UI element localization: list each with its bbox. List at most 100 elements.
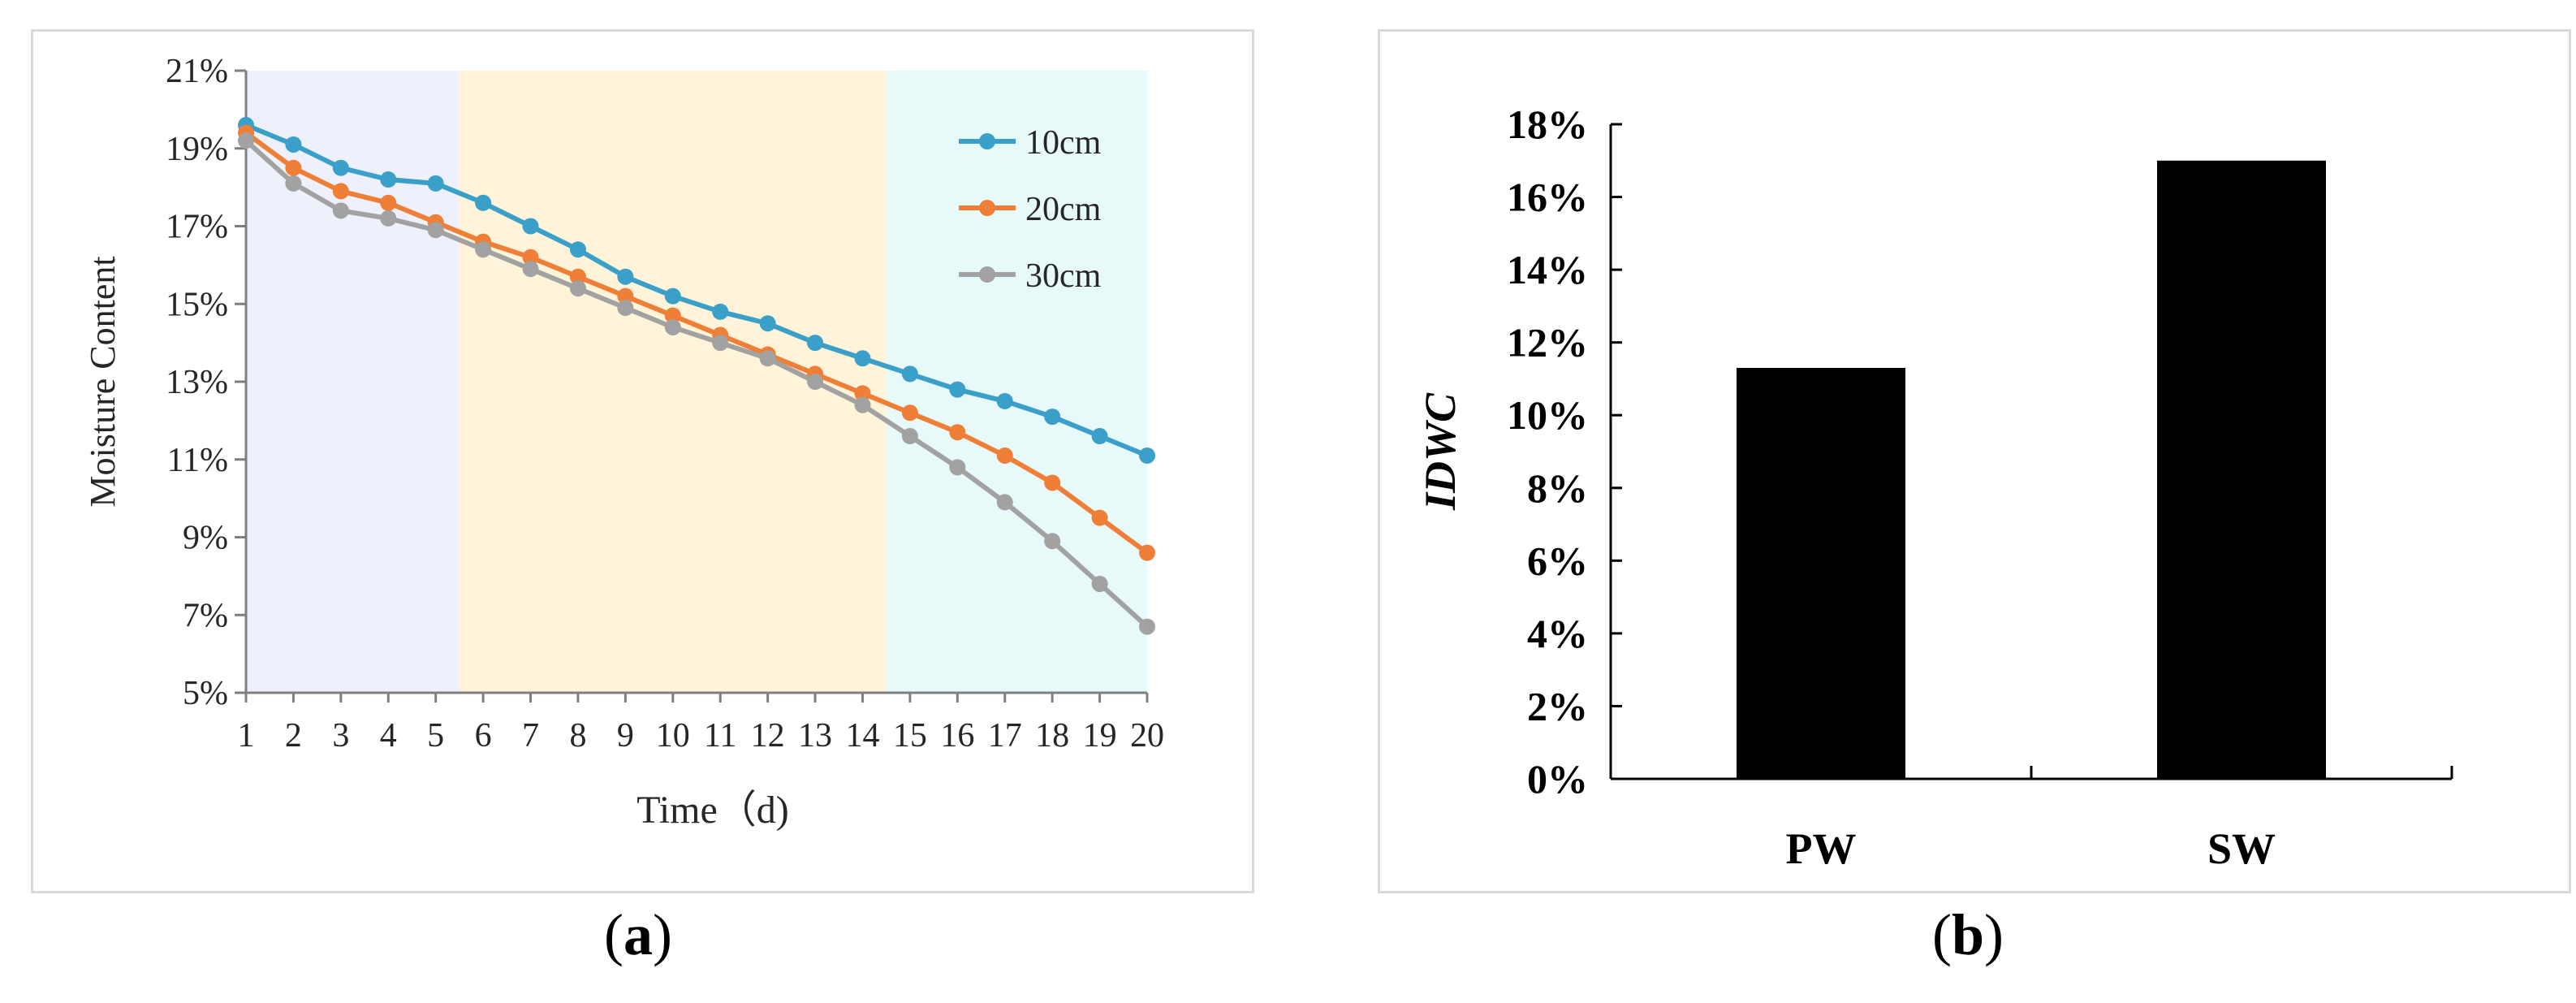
x-tick-label: 14 (845, 717, 879, 754)
y-tick-label: 0% (1527, 756, 1588, 802)
x-tick-label: 12 (751, 717, 785, 754)
y-tick-label: 5% (183, 675, 228, 712)
x-tick-label: 16 (940, 717, 974, 754)
data-point-20cm (854, 385, 871, 402)
background-band-1 (246, 71, 460, 693)
y-tick-label: 19% (166, 131, 228, 168)
data-point-20cm (285, 159, 302, 176)
data-point-10cm (569, 241, 586, 258)
y-tick-label: 14% (1507, 247, 1588, 292)
data-point-30cm (617, 300, 634, 317)
y-tick-label: 21% (166, 53, 228, 90)
y-tick-label: 11% (167, 442, 228, 479)
series-line-20cm (244, 131, 1149, 556)
data-point-30cm (949, 459, 966, 476)
data-point-10cm (285, 136, 302, 153)
data-point-30cm (996, 494, 1013, 511)
x-tick-label: 19 (1083, 717, 1117, 754)
data-point-20cm (996, 447, 1013, 464)
data-point-30cm (664, 318, 681, 335)
data-point-30cm (569, 280, 586, 297)
line-chart: 5%7%9%11%13%15%17%19%21%1 2 3 4 5 6 7 8 9 10 11 12 1… (83, 53, 1164, 832)
y-tick-label: 18% (1507, 102, 1588, 147)
data-point-20cm (1044, 474, 1061, 491)
y-tick-label: 9% (183, 520, 228, 557)
y-tick-label: 6% (1527, 538, 1588, 583)
data-point-10cm (332, 159, 349, 176)
bar-PW (1737, 368, 1905, 779)
x-tick-label: 11 (704, 717, 736, 754)
legend-marker-20cm (979, 200, 995, 216)
x-tick-label: 10 (656, 717, 690, 754)
data-point-20cm (901, 404, 918, 422)
data-point-20cm (1091, 509, 1108, 526)
data-point-30cm (1139, 618, 1155, 635)
data-point-10cm (427, 175, 444, 192)
x-tick-label: 8 (569, 717, 586, 754)
bar-SW (2157, 160, 2326, 779)
legend-label-10cm: 10cm (1025, 124, 1102, 162)
data-point-10cm (901, 365, 918, 383)
data-point-30cm (1044, 533, 1061, 550)
data-point-10cm (854, 350, 871, 367)
caption-a: (a) (604, 902, 672, 967)
x-tick-label: 5 (427, 717, 444, 754)
legend-marker-30cm (979, 266, 995, 283)
data-point-30cm (854, 396, 871, 413)
data-point-20cm (664, 307, 681, 324)
x-tick-label: 20 (1130, 717, 1164, 754)
y-tick-label: 15% (166, 286, 228, 323)
category-label-SW: SW (2207, 824, 2276, 873)
data-point-30cm (238, 132, 254, 149)
x-tick-label: 9 (617, 717, 634, 754)
y-tick-label: 8% (1527, 465, 1588, 511)
x-tick-label: 1 (238, 717, 255, 754)
data-point-30cm (285, 175, 302, 192)
data-point-30cm (712, 335, 729, 352)
data-point-30cm (807, 374, 824, 390)
x-tick-label: 17 (988, 717, 1022, 754)
data-point-10cm (1091, 428, 1108, 445)
y-tick-label: 12% (1507, 320, 1588, 365)
data-point-10cm (664, 287, 681, 305)
x-tick-label: 3 (332, 717, 349, 754)
bar-chart: 0% 2% 4% 6% 8% 10% 12% 14% 16% 18% IDWC PW SW (1416, 102, 2453, 873)
y-tick-label: 10% (1507, 392, 1588, 438)
x-tick-label: 4 (380, 717, 397, 754)
bar-chart-panel: 0% 2% 4% 6% 8% 10% 12% 14% 16% 18% IDWC PW SW (1378, 29, 2571, 893)
x-tick-label: 18 (1035, 717, 1069, 754)
x-tick-label: 13 (798, 717, 832, 754)
y-tick-label: 16% (1507, 175, 1588, 220)
data-point-10cm (807, 335, 824, 352)
background-band-3 (886, 71, 1147, 693)
data-point-30cm (1091, 575, 1108, 592)
data-point-20cm (949, 424, 966, 441)
x-axis-label: Time（d) (636, 789, 789, 832)
line-chart-panel: 5% 7% 9% 11% 13% 15% 17% 19% 21% 1 2 3 4 5 6 7 8 9 10 11 12 1… (31, 29, 1254, 893)
x-tick-label: 7 (522, 717, 539, 754)
x-tick-label: 15 (893, 717, 927, 754)
data-point-10cm (380, 171, 397, 188)
data-point-10cm (1139, 447, 1155, 464)
x-tick-label: 6 (475, 717, 492, 754)
y-axis-label: Moisture Content (83, 256, 123, 507)
y-tick-label: 4% (1527, 611, 1588, 656)
y-tick-label: 2% (1527, 683, 1588, 728)
y-tick-label: 13% (166, 364, 228, 401)
data-point-20cm (522, 249, 539, 266)
data-point-10cm (712, 303, 729, 320)
data-point-20cm (569, 268, 586, 285)
legend-label-30cm: 30cm (1025, 257, 1102, 295)
legend-marker-10cm (979, 133, 995, 149)
data-point-20cm (380, 194, 397, 211)
y-tick-label: 17% (166, 209, 228, 246)
data-point-30cm (427, 222, 444, 239)
data-point-20cm (332, 183, 349, 200)
data-point-10cm (949, 381, 966, 398)
data-point-10cm (522, 218, 539, 235)
series-line-30cm (244, 138, 1150, 629)
data-point-30cm (522, 261, 539, 278)
data-point-20cm (617, 287, 634, 305)
data-point-10cm (1044, 409, 1061, 426)
data-point-30cm (759, 350, 776, 367)
